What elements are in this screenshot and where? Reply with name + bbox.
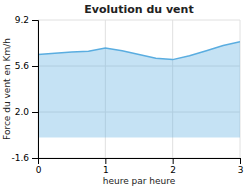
x-tick: 0: [36, 158, 42, 175]
marks: [38, 42, 240, 138]
x-tick-label: 1: [103, 165, 109, 175]
x-tick-label: 3: [238, 165, 244, 175]
line: [38, 42, 240, 60]
x-tick-mark: [173, 158, 174, 164]
y-axis-title: Force du vent en Km/h: [2, 38, 12, 140]
x-tick-label: 2: [170, 165, 176, 175]
x-axis: 0 1 2 3: [36, 158, 244, 175]
chart: 0 1 2 3 -1.6 2.0 5.6 9.2 Evolution du vent heure …: [0, 0, 250, 188]
y-tick: 5.6: [15, 61, 38, 71]
area: [38, 42, 240, 138]
y-tick-mark: [32, 158, 38, 159]
y-tick-label: 5.6: [15, 61, 30, 71]
plot: 0 1 2 3 -1.6 2.0 5.6 9.2: [11, 15, 243, 175]
x-axis-line: [39, 159, 241, 165]
y-tick-mark: [32, 20, 38, 21]
y-tick-label: -1.6: [11, 153, 29, 163]
grid-line-y: [38, 20, 240, 21]
title: Evolution du vent: [84, 3, 193, 16]
y-tick-label: 9.2: [15, 15, 29, 25]
y-tick: -1.6: [11, 153, 38, 163]
x-tick: 3: [238, 158, 244, 175]
grid: [38, 20, 240, 158]
x-tick: 2: [170, 158, 176, 175]
y-tick: 2.0: [15, 107, 38, 117]
y-tick-mark: [32, 66, 38, 67]
y-tick-label: 2.0: [15, 107, 30, 117]
x-tick-mark: [105, 158, 106, 164]
x-tick-label: 0: [36, 165, 42, 175]
y-axis: -1.6 2.0 5.6 9.2: [11, 15, 38, 163]
x-tick: 1: [103, 158, 109, 175]
y-axis-line: [32, 21, 39, 159]
x-tick-mark: [240, 158, 241, 164]
y-tick: 9.2: [15, 15, 38, 25]
y-tick-mark: [32, 112, 38, 113]
x-axis-title: heure par heure: [103, 176, 176, 186]
